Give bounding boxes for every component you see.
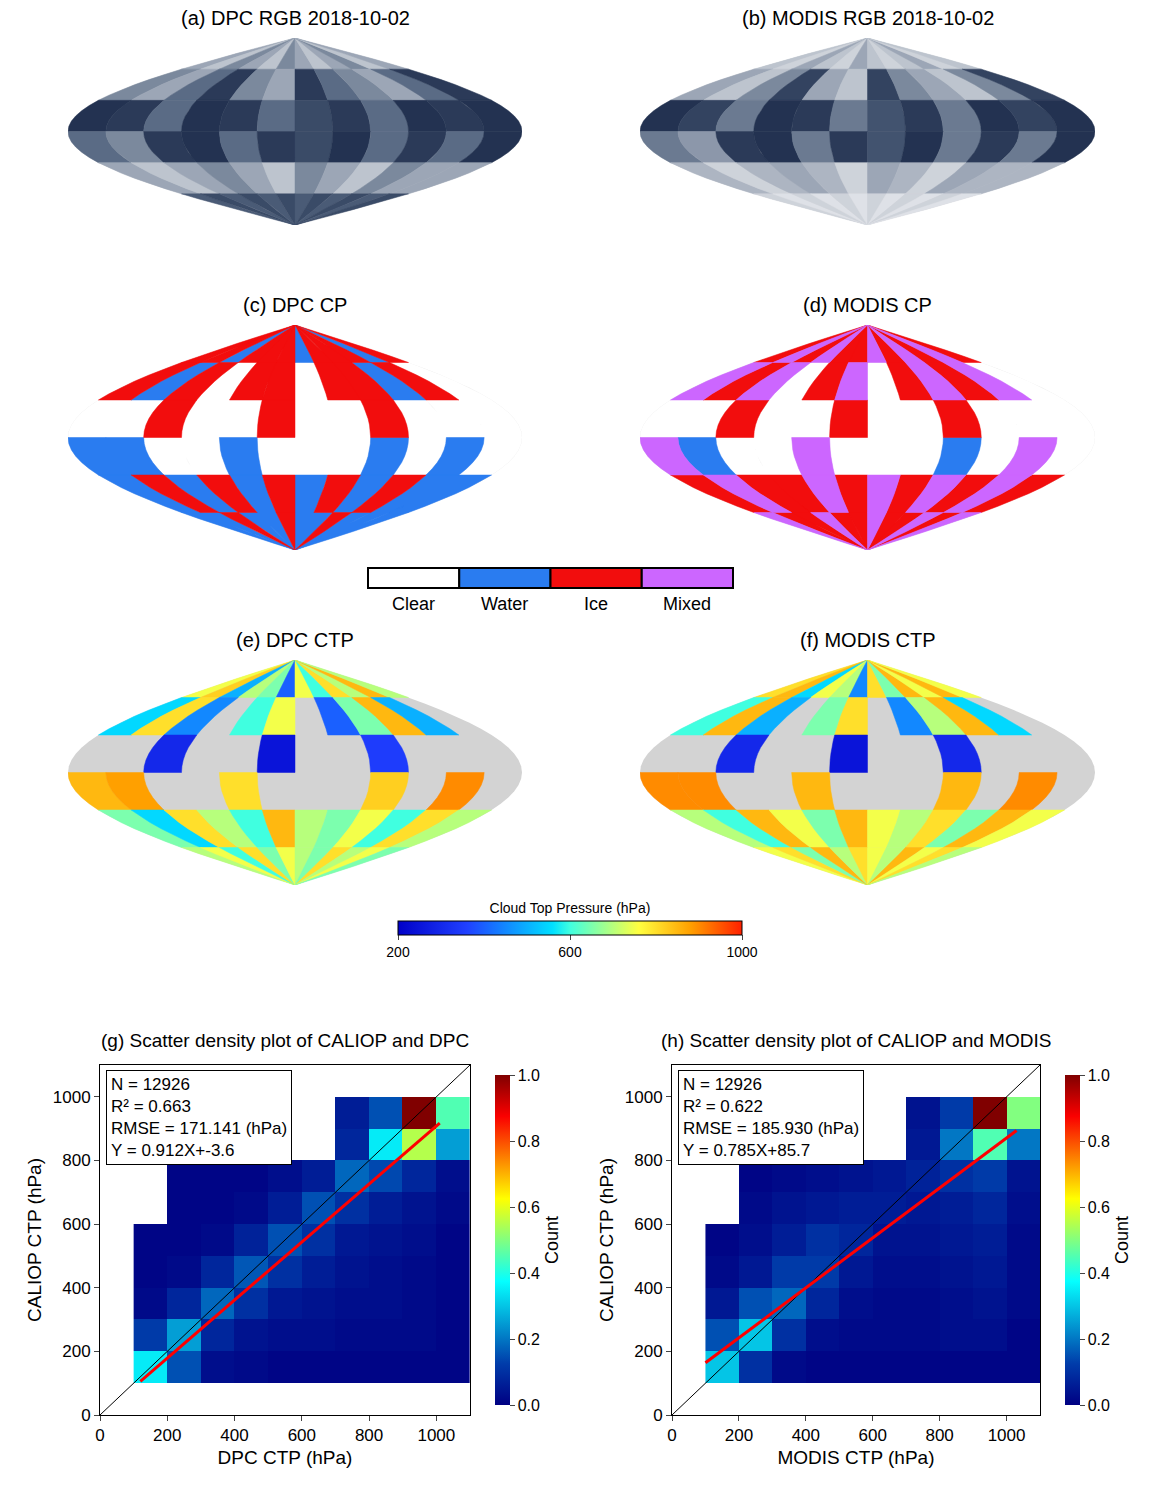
svg-text:N = 12926R² = 0.663RMSE = 171.: N = 12926R² = 0.663RMSE = 171.141 (hPa)Y… [111, 1075, 287, 1160]
svg-text:1.0: 1.0 [518, 1067, 540, 1084]
svg-text:600: 600 [859, 1426, 887, 1445]
svg-text:(a) DPC RGB 2018-10-02: (a) DPC RGB 2018-10-02 [181, 7, 410, 29]
svg-text:200: 200 [725, 1426, 753, 1445]
svg-text:(e) DPC CTP: (e) DPC CTP [236, 629, 354, 651]
svg-text:Clear: Clear [392, 594, 435, 614]
svg-text:MODIS CTP (hPa): MODIS CTP (hPa) [778, 1447, 935, 1468]
svg-text:0.2: 0.2 [518, 1331, 540, 1348]
svg-text:1.0: 1.0 [1088, 1067, 1110, 1084]
svg-text:200: 200 [62, 1342, 90, 1361]
svg-text:1000: 1000 [53, 1088, 91, 1107]
svg-text:400: 400 [792, 1426, 820, 1445]
svg-text:1000: 1000 [726, 944, 757, 960]
svg-text:600: 600 [634, 1215, 662, 1234]
svg-text:800: 800 [355, 1426, 383, 1445]
svg-text:0: 0 [95, 1426, 104, 1445]
svg-text:600: 600 [288, 1426, 316, 1445]
svg-text:Ice: Ice [584, 594, 608, 614]
svg-text:0.6: 0.6 [518, 1199, 540, 1216]
svg-text:0.0: 0.0 [1088, 1397, 1110, 1414]
svg-text:CALIOP CTP (hPa): CALIOP CTP (hPa) [24, 1158, 45, 1322]
svg-text:0.0: 0.0 [518, 1397, 540, 1414]
svg-text:CALIOP CTP (hPa): CALIOP CTP (hPa) [596, 1158, 617, 1322]
svg-text:Water: Water [481, 594, 528, 614]
svg-text:600: 600 [62, 1215, 90, 1234]
svg-text:N = 12926R² = 0.622RMSE = 185.: N = 12926R² = 0.622RMSE = 185.930 (hPa)Y… [683, 1075, 859, 1160]
svg-text:(c) DPC CP: (c) DPC CP [243, 294, 347, 316]
svg-text:800: 800 [62, 1151, 90, 1170]
svg-text:(h) Scatter density plot of CA: (h) Scatter density plot of CALIOP and M… [661, 1030, 1051, 1051]
svg-text:200: 200 [634, 1342, 662, 1361]
svg-text:0.6: 0.6 [1088, 1199, 1110, 1216]
svg-text:0: 0 [81, 1406, 90, 1425]
svg-text:200: 200 [153, 1426, 181, 1445]
svg-text:400: 400 [634, 1279, 662, 1298]
svg-text:800: 800 [925, 1426, 953, 1445]
svg-text:0: 0 [667, 1426, 676, 1445]
svg-text:(g) Scatter density plot of CA: (g) Scatter density plot of CALIOP and D… [101, 1030, 469, 1051]
svg-text:200: 200 [386, 944, 410, 960]
svg-text:Cloud Top Pressure (hPa): Cloud Top Pressure (hPa) [490, 900, 651, 916]
svg-text:(f) MODIS CTP: (f) MODIS CTP [800, 629, 936, 651]
svg-text:800: 800 [634, 1151, 662, 1170]
svg-text:600: 600 [558, 944, 582, 960]
svg-text:1000: 1000 [417, 1426, 455, 1445]
svg-text:DPC CTP (hPa): DPC CTP (hPa) [218, 1447, 353, 1468]
svg-text:400: 400 [220, 1426, 248, 1445]
svg-text:1000: 1000 [625, 1088, 663, 1107]
svg-text:0: 0 [653, 1406, 662, 1425]
svg-text:0.2: 0.2 [1088, 1331, 1110, 1348]
svg-text:Count: Count [542, 1216, 562, 1264]
svg-text:(d) MODIS CP: (d) MODIS CP [803, 294, 932, 316]
svg-text:Mixed: Mixed [663, 594, 711, 614]
svg-text:0.8: 0.8 [518, 1133, 540, 1150]
svg-text:400: 400 [62, 1279, 90, 1298]
svg-text:Count: Count [1112, 1216, 1132, 1264]
svg-text:0.4: 0.4 [1088, 1265, 1110, 1282]
svg-text:(b) MODIS RGB 2018-10-02: (b) MODIS RGB 2018-10-02 [742, 7, 994, 29]
svg-text:0.4: 0.4 [518, 1265, 540, 1282]
svg-text:0.8: 0.8 [1088, 1133, 1110, 1150]
svg-text:1000: 1000 [988, 1426, 1026, 1445]
